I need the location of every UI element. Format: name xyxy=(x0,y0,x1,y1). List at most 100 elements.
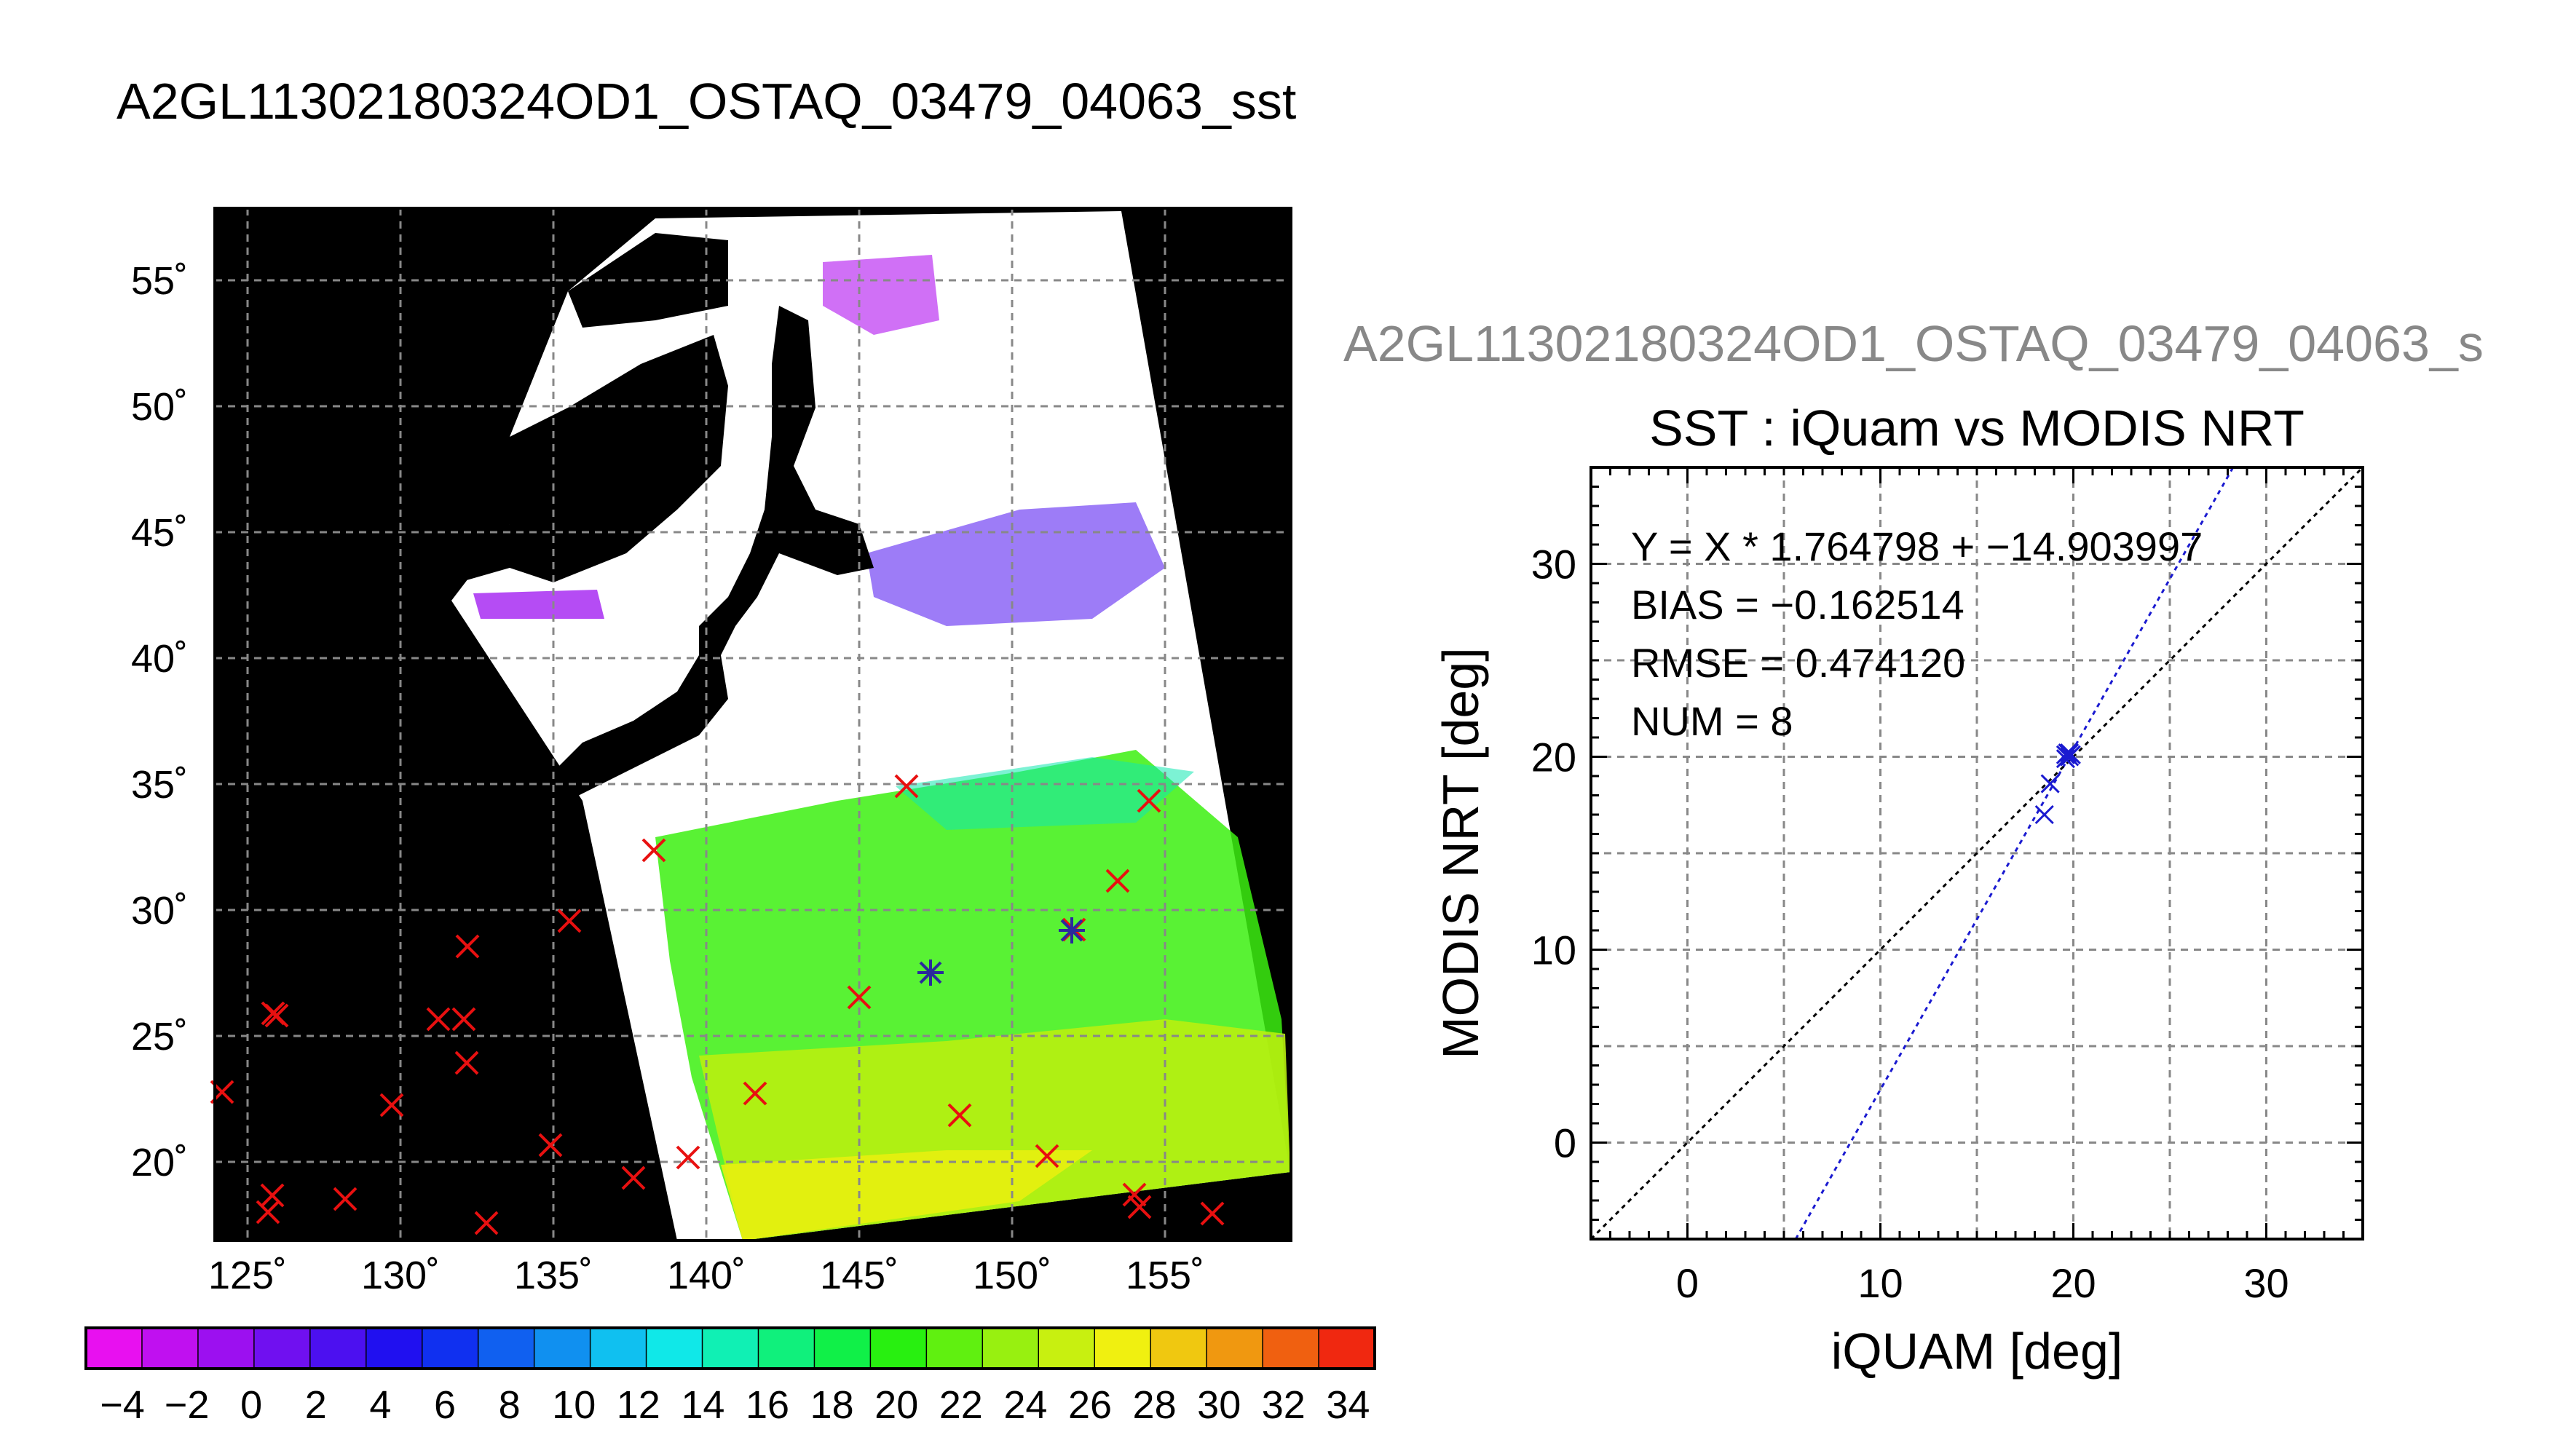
scatter-points xyxy=(2034,743,2081,825)
colorbar-cell xyxy=(533,1327,591,1369)
colorbar-cell xyxy=(197,1327,256,1369)
x-axis-label: iQUAM [deg] xyxy=(1831,1323,2123,1380)
colorbar-tick-label: 10 xyxy=(552,1383,596,1427)
colorbar-cell xyxy=(1150,1327,1208,1369)
colorbar-tick-label: 34 xyxy=(1326,1383,1370,1427)
lon-tick-label: 145˚ xyxy=(820,1254,899,1297)
colorbar-cell xyxy=(645,1327,703,1369)
matchup-marker xyxy=(1059,917,1085,943)
colorbar-cell xyxy=(309,1327,368,1369)
insitu-marker xyxy=(1127,1195,1152,1219)
scatter-point xyxy=(2058,743,2077,763)
colorbar-cell xyxy=(982,1327,1040,1369)
colorbar-tick-label: 26 xyxy=(1068,1383,1112,1427)
scatter-grid xyxy=(1591,467,2363,1239)
lat-tick-label: 20˚ xyxy=(131,1141,188,1184)
insitu-marker xyxy=(947,1103,972,1128)
colorbar-cell xyxy=(366,1327,423,1369)
lat-tick-label: 50˚ xyxy=(131,385,188,429)
colorbar-tick-label: −4 xyxy=(100,1383,145,1427)
page-title: A2GL11302180324OD1_OSTAQ_03479_04063_sst xyxy=(117,73,1296,130)
insitu-marker xyxy=(260,1183,285,1208)
lat-tick-label: 25˚ xyxy=(131,1015,188,1059)
insitu-marker xyxy=(894,774,919,799)
insitu-marker xyxy=(333,1187,358,1211)
colorbar-tick-label: −2 xyxy=(165,1383,210,1427)
chart-title: SST : iQuam vs MODIS NRT xyxy=(1649,400,2305,456)
lon-tick-label: 130˚ xyxy=(361,1254,440,1297)
stats-num: NUM = 8 xyxy=(1631,698,1793,744)
colorbar-tick-label: 6 xyxy=(434,1383,456,1427)
insitu-marker xyxy=(451,1007,476,1032)
colorbar-tick-label: 18 xyxy=(810,1383,854,1427)
colorbar-tick-label: 30 xyxy=(1197,1383,1241,1427)
insitu-marker xyxy=(557,909,582,933)
map-grid xyxy=(215,208,1291,1241)
colorbar-tick-label: 28 xyxy=(1133,1383,1177,1427)
sst-map: 55˚ 50˚ 45˚ 40˚ 35˚ 30˚ 25˚ 20˚ 125˚ 130… xyxy=(131,207,1292,1297)
colorbar-cell xyxy=(253,1327,312,1369)
colorbar-cell xyxy=(421,1327,479,1369)
insitu-marker xyxy=(426,1007,451,1032)
lat-tick-label: 40˚ xyxy=(131,637,188,681)
map-frame xyxy=(213,207,1292,1242)
colorbar-tick-label: 2 xyxy=(305,1383,327,1427)
lon-tick-label: 125˚ xyxy=(208,1254,287,1297)
colorbar-frame xyxy=(84,1326,1376,1370)
colorbar-cell xyxy=(589,1327,647,1369)
fit-line xyxy=(1590,466,2364,1241)
insitu-marker xyxy=(743,1081,767,1106)
colorbar-cell xyxy=(477,1327,535,1369)
land-japan xyxy=(553,306,874,801)
stats-equation: Y = X * 1.764798 + −14.903997 xyxy=(1631,523,2203,569)
colorbar-cell xyxy=(85,1327,143,1369)
insitu-marker xyxy=(676,1145,700,1170)
regression-lines xyxy=(1590,466,2364,1241)
colorbar-tick-label: 12 xyxy=(617,1383,660,1427)
insitu-marker xyxy=(474,1211,499,1235)
insitu-markers xyxy=(210,774,1225,1235)
insitu-marker xyxy=(538,1133,563,1158)
y-tick-label: 0 xyxy=(1554,1120,1576,1166)
stats-bias: BIAS = −0.162514 xyxy=(1631,582,1964,628)
insitu-marker xyxy=(256,1200,280,1224)
insitu-marker xyxy=(454,1051,479,1075)
lon-tick-label: 135˚ xyxy=(514,1254,593,1297)
scatter-point xyxy=(2040,774,2060,794)
lon-tick-label: 155˚ xyxy=(1126,1254,1204,1297)
plot-frame xyxy=(1590,466,2364,1241)
colorbar-tick-label: 16 xyxy=(746,1383,789,1427)
colorbar-cell xyxy=(757,1327,816,1369)
sst-colorbar: −4 −2 0 2 4 6 8 10 12 14 16 18 20 22 24 26 28 30 32 34 xyxy=(84,1326,1376,1427)
colorbar-tick-label: 0 xyxy=(240,1383,262,1427)
insitu-marker xyxy=(1122,1182,1147,1207)
lat-tick-label: 35˚ xyxy=(131,763,188,807)
scatter-panel: A2GL11302180324OD1_OSTAQ_03479_04063_s S… xyxy=(1343,315,2484,1380)
colorbar-tick-label: 8 xyxy=(499,1383,521,1427)
colorbar-tick-label: 22 xyxy=(939,1383,983,1427)
scatter-point xyxy=(2060,743,2080,763)
colorbar-cell xyxy=(925,1327,984,1369)
stats-rmse: RMSE = 0.474120 xyxy=(1631,640,1965,686)
colorbar-cell xyxy=(1094,1327,1152,1369)
lat-tick-label: 30˚ xyxy=(131,889,188,933)
land-continent xyxy=(451,335,728,582)
colorbar-cell xyxy=(1206,1327,1264,1369)
insitu-marker xyxy=(1137,788,1161,813)
x-tick-label: 0 xyxy=(1676,1260,1699,1306)
lon-tick-label: 140˚ xyxy=(667,1254,746,1297)
sst-cold-patch-north xyxy=(823,255,939,335)
colorbar-cell xyxy=(813,1327,872,1369)
lat-tick-label: 45˚ xyxy=(131,511,188,555)
y-axis-label: MODIS NRT [deg] xyxy=(1432,647,1489,1059)
y-tick-label: 20 xyxy=(1531,735,1576,780)
colorbar-tick-label: 4 xyxy=(369,1383,391,1427)
insitu-marker xyxy=(1035,1144,1059,1168)
colorbar-tick-label: 24 xyxy=(1003,1383,1047,1427)
colorbar-tick-label: 14 xyxy=(681,1383,724,1427)
insitu-marker xyxy=(621,1166,646,1190)
x-tick-label: 20 xyxy=(2050,1260,2096,1306)
insitu-marker xyxy=(455,934,480,959)
x-tick-label: 10 xyxy=(1857,1260,1903,1306)
